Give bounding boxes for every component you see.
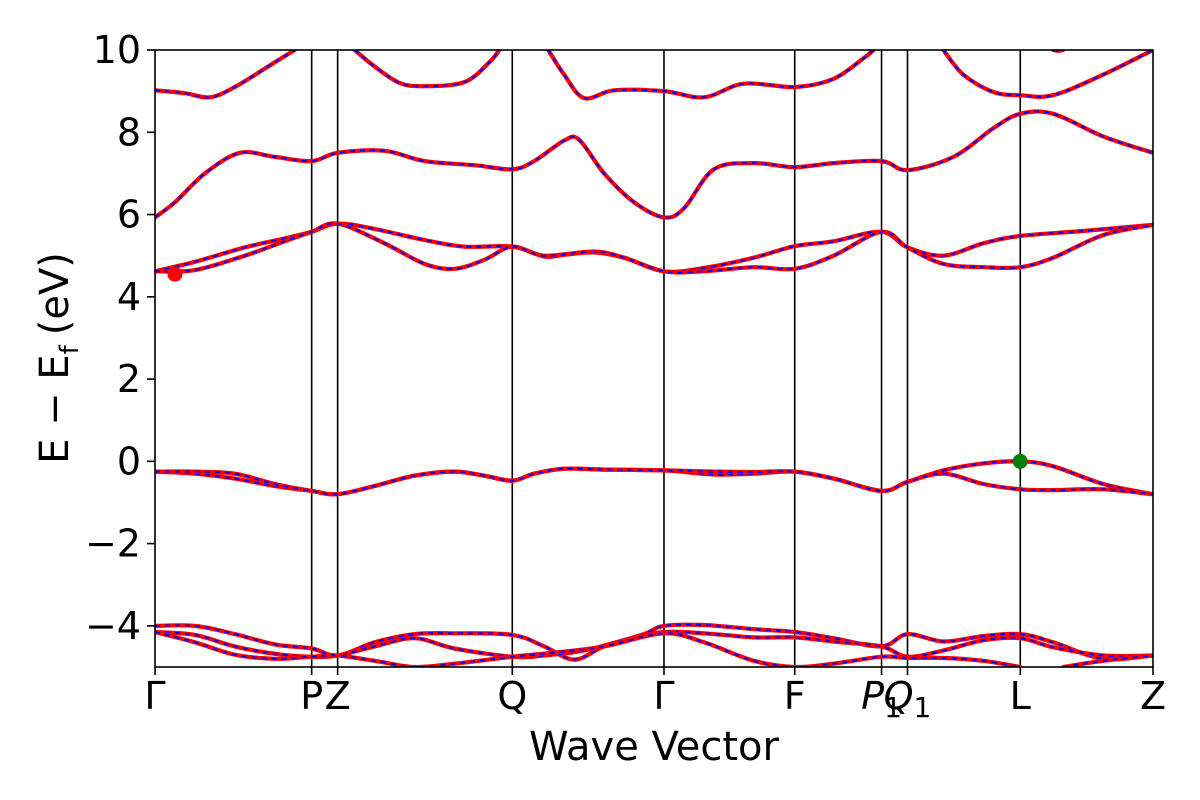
y-tick-label-5: 6 bbox=[117, 193, 141, 237]
y-axis-label-unit: (eV) bbox=[32, 252, 78, 335]
band-2-overlay bbox=[547, 50, 875, 100]
y-axis-ticks: −4 −2 0 2 4 6 8 10 bbox=[85, 28, 155, 648]
y-tick-label-6: 8 bbox=[117, 110, 141, 154]
x-tick-label-3: Q bbox=[497, 674, 527, 718]
band-7 bbox=[155, 221, 1153, 275]
band-6-overlay bbox=[155, 222, 1153, 273]
y-axis-label-main: E − E bbox=[32, 354, 78, 464]
x-tick-label-9: Z bbox=[1140, 674, 1166, 718]
x-tick-label-7: Q1 bbox=[884, 674, 932, 724]
y-tick-label-7: 10 bbox=[93, 28, 141, 72]
y-tick-label-4: 4 bbox=[117, 275, 141, 319]
band-1-overlay bbox=[353, 50, 501, 88]
x-tick-label-6: P1 bbox=[861, 674, 902, 724]
band-1 bbox=[352, 50, 502, 89]
band-13-overlay bbox=[1063, 654, 1153, 667]
band-lines bbox=[155, 50, 1153, 667]
band-6 bbox=[155, 221, 1153, 274]
band-3-overlay bbox=[942, 50, 1153, 98]
band-2 bbox=[546, 50, 876, 101]
x-tick-label-2: Z bbox=[325, 674, 351, 718]
band-10-overlay bbox=[155, 623, 1153, 661]
y-tick-label-0: −4 bbox=[85, 604, 141, 648]
plot-frame bbox=[154, 49, 1154, 668]
marker-0 bbox=[167, 266, 183, 282]
band-12-overlay bbox=[155, 631, 1021, 667]
y-tick-label-1: −2 bbox=[85, 522, 141, 566]
x-tick-label-4: Γ bbox=[653, 674, 674, 718]
y-tick-label-2: 0 bbox=[117, 439, 141, 483]
band-3 bbox=[941, 50, 1153, 99]
band-7-overlay bbox=[155, 222, 1153, 274]
band-0-overlay bbox=[155, 50, 296, 99]
high-symmetry-lines bbox=[310, 50, 1022, 667]
band-5 bbox=[155, 109, 1153, 220]
x-tick-label-0: Γ bbox=[144, 674, 165, 718]
marker-1 bbox=[1012, 453, 1028, 469]
band-0 bbox=[155, 50, 297, 100]
y-axis-label: E − Ef (eV) bbox=[32, 252, 85, 464]
x-tick-label-1: P bbox=[300, 674, 323, 718]
x-tick-label-5: F bbox=[784, 674, 806, 718]
x-axis-label: Wave Vector bbox=[529, 724, 780, 770]
x-tick-label-8: L bbox=[1010, 674, 1031, 718]
y-axis-label-subscript: f bbox=[55, 344, 85, 354]
y-tick-label-3: 2 bbox=[117, 357, 141, 401]
point-markers bbox=[167, 266, 1028, 469]
band-5-overlay bbox=[155, 110, 1153, 219]
band-9-overlay bbox=[155, 467, 1153, 496]
